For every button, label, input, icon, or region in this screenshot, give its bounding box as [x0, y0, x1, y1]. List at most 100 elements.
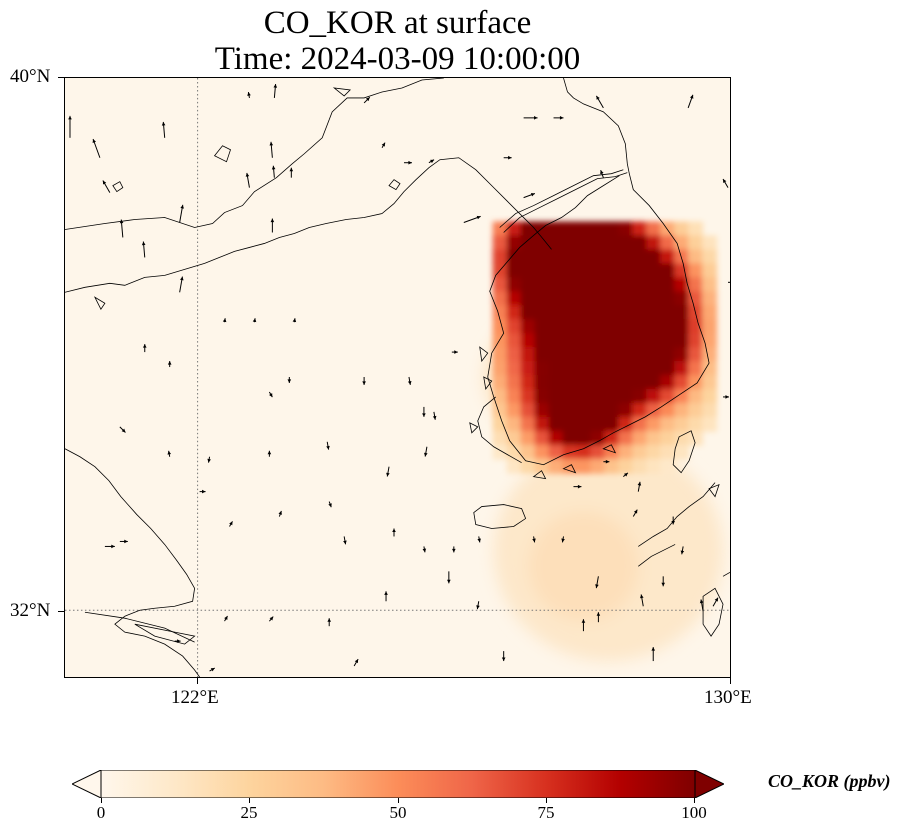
wind-arrow-head [92, 139, 96, 143]
co-field-cell [618, 319, 634, 335]
co-field-cell [674, 402, 690, 418]
co-field-cell [520, 388, 536, 404]
co-field-cell [576, 444, 592, 460]
co-field-cell [492, 291, 508, 307]
co-field-cell [604, 263, 620, 279]
co-field-cell [646, 277, 662, 293]
colorbar-gradient [100, 770, 696, 798]
co-field-cell [632, 291, 648, 307]
co-field-cell [632, 305, 648, 321]
co-field-cell [702, 347, 718, 363]
coastlines [65, 78, 552, 677]
wind-arrow-head [365, 97, 370, 102]
co-field-cell [506, 375, 522, 390]
co-field-cell [534, 291, 550, 307]
co-field-cell [548, 319, 564, 335]
wind-arrow-head [354, 659, 359, 664]
co-field-cell [646, 388, 662, 404]
co-field-cell [646, 235, 662, 251]
co-field-cell [492, 221, 508, 237]
co-field-cell [548, 444, 564, 460]
wind-arrow-head [292, 318, 297, 323]
co-field-cell [604, 291, 620, 307]
wind-arrow-head [273, 84, 278, 88]
wind-arrow-head [407, 381, 412, 385]
co-field-cell [632, 263, 648, 279]
co-field-cell [534, 458, 550, 474]
co-field-cell [688, 402, 704, 418]
co-field-cell [506, 458, 522, 474]
co-field-cell [632, 361, 648, 377]
co-field-cell [520, 291, 536, 307]
co-field-cell [618, 361, 634, 377]
co-field-cell [646, 319, 662, 335]
co-field-cell [702, 263, 718, 279]
co-field-cell [688, 430, 704, 446]
co-field-cell [660, 263, 676, 279]
co-field-cell [646, 375, 662, 390]
co-field-cell [562, 416, 578, 432]
wind-arrow-head [141, 241, 146, 246]
wind-arrow-head [245, 172, 250, 177]
co-field-cell [576, 375, 592, 390]
co-field-cell [674, 347, 690, 363]
co-field-cell [576, 319, 592, 335]
colorbar-tickmark-50 [398, 798, 399, 803]
wind-arrow-head [222, 318, 227, 323]
colorbar-tickmark-75 [546, 798, 547, 803]
co-field-cell [604, 430, 620, 446]
wind-arrow-head [386, 472, 390, 477]
map-canvas [65, 78, 730, 677]
wind-arrow-head [408, 160, 412, 165]
wind-arrow-head [229, 521, 233, 526]
wind-arrow-head [501, 657, 506, 662]
co-field-cell [534, 263, 550, 279]
co-field-cell [604, 375, 620, 390]
co-field-cell [534, 319, 550, 335]
co-field-cell [604, 347, 620, 363]
co-field-cell [618, 221, 634, 237]
co-field-cell [534, 305, 550, 321]
co-field-cell [506, 416, 522, 432]
co-field-cell [604, 305, 620, 321]
co-field-cell [548, 221, 564, 237]
co-field-cell [646, 458, 662, 474]
wind-arrow-head [161, 121, 166, 126]
wind-arrow-head [267, 450, 272, 455]
co-field-cell [576, 249, 592, 265]
co-field-cell [702, 305, 718, 321]
co-field-cell [618, 430, 634, 446]
co-field-cell [660, 416, 676, 432]
wind-arrow-head [269, 393, 273, 398]
co-field-cell [702, 388, 718, 404]
wind-arrow-head [381, 142, 386, 147]
wind-arrow-head [202, 489, 206, 494]
wind-arrow-head [637, 481, 642, 486]
co-field-cell [506, 402, 522, 418]
co-field-cell [618, 388, 634, 404]
wind-arrow-head [689, 94, 694, 99]
co-field-cell [632, 277, 648, 293]
co-field-cell [590, 291, 606, 307]
wind-arrow-head [714, 597, 719, 602]
co-field-cell [604, 402, 620, 418]
wind-arrow-head [661, 582, 666, 587]
wind-arrow-head [640, 594, 644, 599]
co-field-cell [646, 361, 662, 377]
wind-arrow-head [270, 218, 275, 223]
wind-arrow-head [534, 116, 538, 120]
co-field-cell [604, 221, 620, 237]
co-field-cell [604, 235, 620, 251]
co-field-cell [492, 361, 508, 377]
co-field-cell [492, 430, 508, 446]
co-field-cell [702, 402, 718, 418]
co-field-cell [674, 361, 690, 377]
co-field-cell [590, 416, 606, 432]
co-field-cell [702, 416, 718, 432]
wind-arrow-head [532, 538, 536, 543]
map-plot-area [64, 77, 731, 678]
wind-arrow-head [269, 616, 274, 621]
co-field-cell [520, 361, 536, 377]
co-field-cell [576, 263, 592, 279]
wind-arrow-head [476, 605, 480, 610]
